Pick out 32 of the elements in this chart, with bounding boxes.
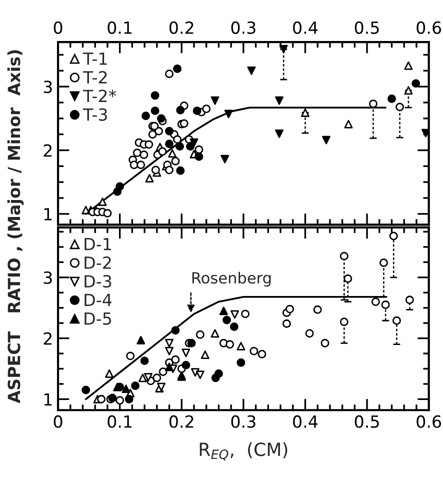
legend-label: D-4 bbox=[84, 294, 112, 306]
x-tick-label: 0.1 bbox=[108, 415, 132, 428]
x-tick-label: 0.6 bbox=[416, 415, 442, 428]
x-tick-label: 0.2 bbox=[169, 21, 194, 34]
x-tick-label: 0.4 bbox=[293, 21, 318, 34]
x-tick-label: 0 bbox=[54, 21, 62, 34]
annotation: Rosenberg bbox=[192, 272, 271, 287]
x-tick-label: 0.5 bbox=[354, 21, 379, 34]
legend-label: D-3 bbox=[84, 275, 112, 288]
x-tick-label: 0.1 bbox=[108, 21, 132, 34]
y-tick-label: 3 bbox=[44, 80, 52, 94]
x-tick-label: 0.3 bbox=[231, 21, 256, 34]
y-tick-label: 3 bbox=[44, 271, 52, 284]
y-axis-title: ASPECT RATIO , (Major / Minor Axis) bbox=[7, 50, 24, 404]
x-tick-label: 0.2 bbox=[169, 415, 194, 428]
legend-label: T-1 bbox=[82, 52, 107, 65]
legend-label: D-1 bbox=[84, 238, 111, 250]
x-axis-title: R$_{EQ}$, (CM) bbox=[200, 442, 288, 461]
y-tick-label: 2 bbox=[44, 144, 52, 157]
legend-label: D-5 bbox=[84, 312, 112, 325]
y-tick-label: 1 bbox=[44, 208, 52, 220]
x-tick-label: 0.6 bbox=[416, 21, 442, 34]
x-tick-label: 0.5 bbox=[354, 415, 379, 428]
y-tick-label: 1 bbox=[44, 393, 52, 406]
legend-label: D-2 bbox=[84, 256, 111, 269]
x-tick-label: 0.4 bbox=[293, 415, 318, 428]
x-tick-label: 0 bbox=[54, 415, 62, 428]
legend-label: T-2* bbox=[82, 90, 116, 102]
y-tick-label: 2 bbox=[44, 332, 52, 345]
legend-label: T-3 bbox=[82, 108, 107, 121]
legend-label: T-2 bbox=[82, 70, 107, 84]
x-tick-label: 0.3 bbox=[231, 415, 256, 428]
